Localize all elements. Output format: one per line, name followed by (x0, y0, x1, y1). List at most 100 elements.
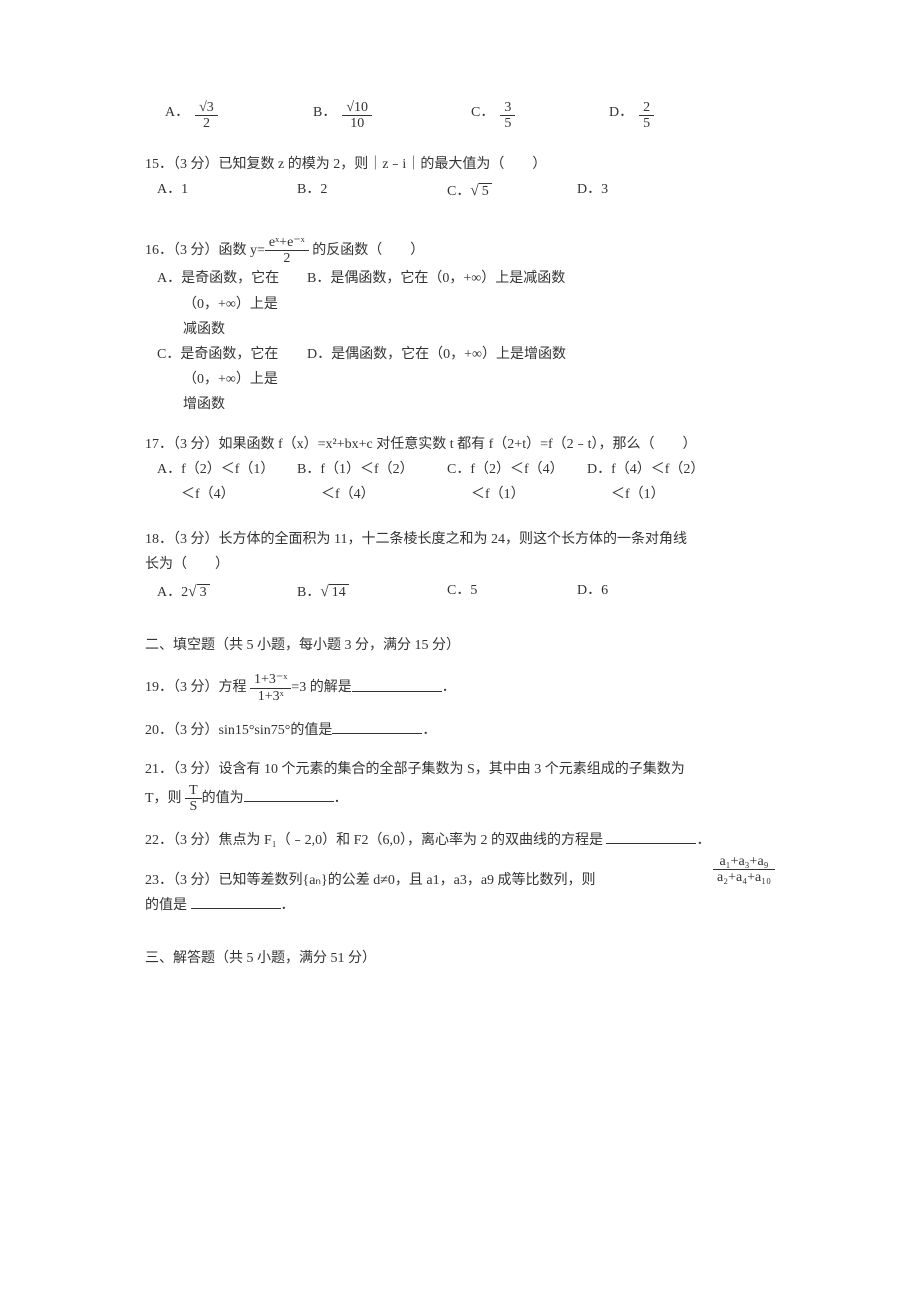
coef: 2 (181, 585, 188, 600)
q17-opt-a2: ＜f（4） (157, 482, 297, 507)
period: ． (281, 898, 295, 913)
q16-row-ab: A．是奇函数，它在 B．是偶函数，它在（0，+∞）上是减函数 (145, 266, 775, 291)
q16-c-cont1: （0，+∞）上是 (145, 367, 775, 392)
fraction: a₁+a₃+a₉ a₂+a₄+a₁₀ (713, 854, 775, 886)
fill-blank (332, 719, 422, 734)
line2-pre: 的值是 (145, 898, 191, 913)
opt-text: C．是奇函数，它在 (157, 342, 307, 367)
fraction: 1+3⁻ˣ 1+3ˣ (250, 672, 291, 704)
q16-opt-b: B．是偶函数，它在（0，+∞）上是减函数 (307, 266, 565, 291)
fraction: 2 5 (639, 100, 654, 132)
q17-opt-b2: ＜f（4） (297, 482, 447, 507)
fraction: √10 10 (342, 100, 372, 132)
q18-stem2: 长为（ ） (145, 552, 775, 577)
stem-suffix: 的解是 (306, 681, 352, 696)
denominator: S (185, 799, 202, 814)
q23: a₁+a₃+a₉ a₂+a₄+a₁₀ 23．（3 分）已知等差数列{aₙ}的公差… (145, 868, 775, 918)
radicand: 14 (329, 584, 349, 600)
opt-label: A． (165, 100, 189, 125)
q15-opt-d: D．3 (577, 177, 677, 205)
q19-stem: 19．（3 分）方程 1+3⁻ˣ 1+3ˣ =3 的解是． (145, 672, 775, 704)
opt-label: C． (471, 100, 494, 125)
q18-opt-b: B．14 (297, 578, 447, 606)
sqrt-icon: 5 (470, 177, 491, 205)
denominator: 1+3ˣ (250, 689, 291, 704)
fraction: T S (185, 783, 202, 815)
numerator: 2 (639, 100, 654, 116)
q17-opt-d2: ＜f（1） (587, 482, 727, 507)
section-3-heading: 三、解答题（共 5 小题，满分 51 分） (145, 946, 775, 971)
numerator: a₁+a₃+a₉ (713, 854, 775, 870)
denominator: 5 (639, 116, 654, 131)
q16-stem: 16．（3 分）函数 y= eˣ+e⁻ˣ 2 的反函数（ ） (145, 235, 775, 267)
fill-blank (191, 894, 281, 909)
line2-post: 的值为 (202, 791, 244, 806)
fraction: 3 5 (500, 100, 515, 132)
q16-a-cont2: 减函数 (145, 317, 775, 342)
q15-opt-c: C． 5 (447, 177, 577, 205)
q23-line1: 23．（3 分）已知等差数列{aₙ}的公差 d≠0，且 a1，a3，a9 成等比… (145, 868, 775, 893)
stem-prefix: 16．（3 分）函数 y= (145, 243, 265, 258)
fill-blank (244, 787, 334, 802)
q15-options: A．1 B．2 C．5 D．3 (145, 177, 775, 205)
opt-label: C． (447, 184, 470, 199)
q21-line2: T，则 T S 的值为． (145, 783, 775, 815)
q18: 18．（3 分）长方体的全面积为 11，十二条棱长度之和为 24，则这个长方体的… (145, 527, 775, 605)
q17-stem: 17．（3 分）如果函数 f（x）=x²+bx+c 对任意实数 t 都有 f（2… (145, 432, 775, 457)
numerator: T (185, 783, 202, 799)
q22: 22．（3 分）焦点为 F₁（﹣2,0）和 F2（6,0），离心率为 2 的双曲… (145, 828, 775, 853)
q17-opt-c1: C．f（2）＜f（4） (447, 457, 587, 482)
section-2-heading: 二、填空题（共 5 小题，每小题 3 分，满分 15 分） (145, 633, 775, 658)
stem-suffix: 的反函数（ ） (309, 243, 425, 258)
exam-page: A． √3 2 B． √10 10 C． 3 5 D． 2 5 (0, 0, 920, 1303)
q18-options: A．23 B．14 C．5 D．6 (145, 578, 775, 606)
q14-opt-a: A． √3 2 (165, 100, 305, 132)
q16-c-cont2: 增函数 (145, 392, 775, 417)
q16-a-cont1: （0，+∞）上是 (145, 292, 775, 317)
q14-opt-b: B． √10 10 (313, 100, 463, 132)
radicand: 3 (197, 584, 210, 600)
period: ． (696, 833, 710, 848)
q15-opt-a: A．1 (157, 177, 297, 205)
q16-opt-d: D．是偶函数，它在（0，+∞）上是增函数 (307, 342, 566, 367)
fraction: eˣ+e⁻ˣ 2 (265, 235, 309, 267)
numerator: 1+3⁻ˣ (250, 672, 291, 688)
period: ． (422, 723, 436, 738)
q14-options: A． √3 2 B． √10 10 C． 3 5 D． 2 5 (145, 100, 775, 132)
denominator: 10 (342, 116, 372, 131)
q16-opt-a: A．是奇函数，它在 (157, 266, 307, 291)
fill-blank (606, 829, 696, 844)
q18-opt-a: A．23 (157, 578, 297, 606)
q17-opt-a1: A．f（2）＜f（1） (157, 457, 297, 482)
fill-blank (352, 677, 442, 692)
q14-opt-d: D． 2 5 (609, 100, 709, 132)
fraction: √3 2 (195, 100, 218, 132)
q21-line1: 21．（3 分）设含有 10 个元素的集合的全部子集数为 S，其中由 3 个元素… (145, 757, 775, 782)
sqrt-icon: 3 (188, 578, 209, 606)
period: ． (442, 681, 456, 696)
period: ． (334, 791, 348, 806)
q19: 19．（3 分）方程 1+3⁻ˣ 1+3ˣ =3 的解是． (145, 672, 775, 704)
denominator: 5 (500, 116, 515, 131)
q15-stem: 15．（3 分）已知复数 z 的模为 2，则｜z﹣i｜的最大值为（ ） (145, 152, 775, 177)
q16-opt-c: C．是奇函数，它在 (157, 342, 307, 367)
q22-stem: 22．（3 分）焦点为 F₁（﹣2,0）和 F2（6,0），离心率为 2 的双曲… (145, 828, 775, 853)
q17-row1: A．f（2）＜f（1） B．f（1）＜f（2） C．f（2）＜f（4） D．f（… (145, 457, 775, 482)
sqrt-icon: 14 (320, 578, 348, 606)
numerator: √3 (195, 100, 218, 116)
stem-text: 22．（3 分）焦点为 F₁（﹣2,0）和 F2（6,0），离心率为 2 的双曲… (145, 833, 606, 848)
opt-label: B． (313, 100, 336, 125)
denominator: a₂+a₄+a₁₀ (713, 870, 775, 885)
q16: 16．（3 分）函数 y= eˣ+e⁻ˣ 2 的反函数（ ） A．是奇函数，它在… (145, 235, 775, 418)
q17-opt-c2: ＜f（1） (447, 482, 587, 507)
stem-prefix: 19．（3 分）方程 (145, 681, 250, 696)
numerator: eˣ+e⁻ˣ (265, 235, 309, 251)
q17-opt-d1: D．f（4）＜f（2） (587, 457, 727, 482)
q17-opt-b1: B．f（1）＜f（2） (297, 457, 447, 482)
q18-opt-d: D．6 (577, 578, 677, 606)
q20: 20．（3 分）sin15°sin75°的值是． (145, 718, 775, 743)
opt-label: D． (609, 100, 633, 125)
q21: 21．（3 分）设含有 10 个元素的集合的全部子集数为 S，其中由 3 个元素… (145, 757, 775, 814)
radicand: 5 (479, 183, 492, 199)
denominator: 2 (265, 251, 309, 266)
